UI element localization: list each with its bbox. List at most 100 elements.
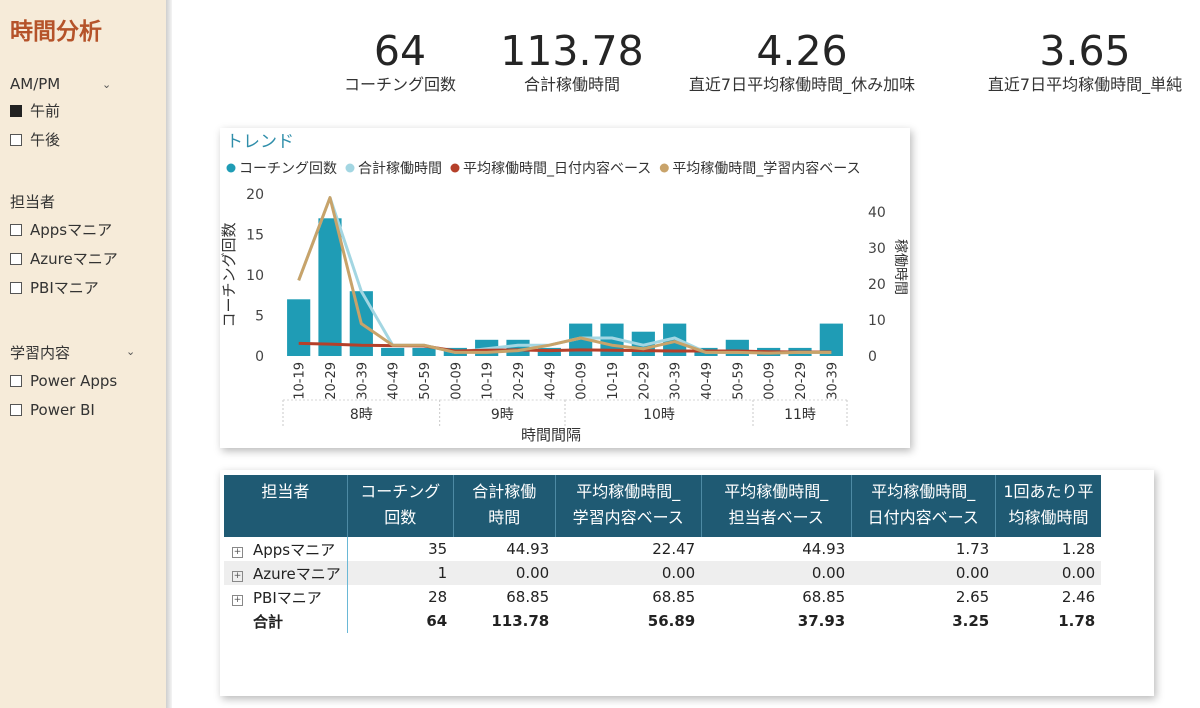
trend-chart-panel[interactable]: トレンド コーチング回数 合計稼働時間 平均稼働時間_日付内容ベース 平均稼働時間_学習… <box>220 128 910 448</box>
bar-1 <box>318 218 342 356</box>
x-tick-label: 30-39 <box>825 362 840 400</box>
bar-17 <box>819 323 843 356</box>
legend-marker-1 <box>345 163 355 173</box>
table-row: + Appsマニア 35 44.93 22.47 44.93 1.73 1.28 <box>224 537 1101 561</box>
column-header[interactable]: 担当者 <box>224 475 348 537</box>
gakushu-slicer-title: 学習内容 <box>10 344 71 362</box>
x-axis-title: 時間間隔 <box>521 426 581 444</box>
kpi-value: 64 <box>373 27 427 75</box>
bar-10 <box>600 323 624 356</box>
sidebar: 時間分析 AM/PM ⌄ 午前 午後 担当者 Appsマニア Azureマニア … <box>0 0 166 708</box>
x-tick-label: 00-09 <box>449 362 464 400</box>
chart-title: トレンド <box>226 132 294 152</box>
summary-table: 担当者 コーチング 回数 合計稼働 時間 平均稼働時間_ 学習内容ベース 平均稼働時間… <box>224 475 1102 633</box>
chevron-down-icon[interactable]: ⌄ <box>102 78 112 91</box>
x-tick-label: 40-49 <box>700 362 715 400</box>
legend-label-3: 平均稼働時間_学習内容ベース <box>672 160 860 177</box>
checkbox-icon[interactable] <box>10 224 22 236</box>
sidebar-edge <box>166 0 172 708</box>
x-tick-label: 00-09 <box>575 362 590 400</box>
expand-icon[interactable]: + <box>232 546 243 558</box>
x-tick-label: 00-09 <box>763 362 778 400</box>
x-tick-label: 50-59 <box>418 362 433 400</box>
column-header[interactable]: 平均稼働時間_ 日付内容ベース <box>851 475 996 537</box>
series-line-2 <box>298 341 832 354</box>
y-tick-label: 20 <box>246 187 264 203</box>
kpi-card-7day-avg-simple: 3.65 直近7日平均稼働時間_単純 <box>976 28 1194 96</box>
tantou-slicer-title: 担当者 <box>10 193 56 211</box>
checkbox-icon[interactable] <box>10 253 22 265</box>
bar-3 <box>381 347 405 356</box>
page-title: 時間分析 <box>10 19 102 45</box>
kpi-card-total-hours: 113.78 合計稼働時間 <box>500 28 644 96</box>
legend-label-1: 合計稼働時間 <box>358 161 442 177</box>
summary-table-panel: 担当者 コーチング 回数 合計稼働 時間 平均稼働時間_ 学習内容ベース 平均稼働時間… <box>220 470 1154 696</box>
series-line-1 <box>297 196 832 354</box>
checkbox-icon[interactable] <box>10 105 22 117</box>
column-header[interactable]: 合計稼働 時間 <box>453 475 556 537</box>
column-header[interactable]: 1回あたり平 均稼働時間 <box>995 475 1102 537</box>
slicer-item-pm[interactable]: 午後 <box>10 130 60 150</box>
x-tick-label: 20-29 <box>637 362 652 400</box>
y2-tick-label: 20 <box>868 277 886 293</box>
legend-marker-3 <box>659 163 669 173</box>
kpi-value: 113.78 <box>500 27 644 75</box>
expand-icon[interactable]: + <box>232 570 243 582</box>
bar-12 <box>663 323 687 356</box>
checkbox-icon[interactable] <box>10 404 22 416</box>
group-label-2: 10時 <box>643 407 675 423</box>
kpi-value: 4.26 <box>756 27 848 75</box>
kpi-label: 直近7日平均稼働時間_休み加味 <box>688 75 916 94</box>
x-tick-label: 20-29 <box>794 362 809 400</box>
expand-icon[interactable]: + <box>232 594 243 606</box>
x-tick-label: 10-19 <box>293 362 308 400</box>
slicer-item-apps[interactable]: Appsマニア <box>10 220 112 240</box>
kpi-card-7day-avg-with-rest: 4.26 直近7日平均稼働時間_休み加味 <box>676 28 928 96</box>
y2-tick-label: 0 <box>868 349 877 365</box>
bar-4 <box>412 347 436 356</box>
x-tick-label: 10-19 <box>606 362 621 400</box>
chevron-down-icon[interactable]: ⌄ <box>126 345 136 358</box>
y2-tick-label: 30 <box>868 241 886 257</box>
column-header[interactable]: コーチング 回数 <box>347 475 454 537</box>
x-tick-label: 30-39 <box>669 362 684 400</box>
checkbox-icon[interactable] <box>10 282 22 294</box>
y-tick-label: 5 <box>255 309 264 325</box>
checkbox-icon[interactable] <box>10 375 22 387</box>
slicer-item-azure[interactable]: Azureマニア <box>10 249 118 269</box>
table-row: + Azureマニア 1 0.00 0.00 0.00 0.00 0.00 <box>224 561 1102 585</box>
table-header-row: 担当者 コーチング 回数 合計稼働 時間 平均稼働時間_ 学習内容ベース 平均稼働時間… <box>224 475 1102 537</box>
x-tick-label: 20-29 <box>512 362 527 400</box>
group-label-3: 11時 <box>784 407 816 423</box>
kpi-label: 合計稼働時間 <box>523 75 620 94</box>
y-tick-label: 0 <box>255 349 264 365</box>
slicer-item-pbi[interactable]: PBIマニア <box>10 278 99 298</box>
slicer-item-powerbi[interactable]: Power BI <box>10 400 95 420</box>
table-row: + PBIマニア 28 68.85 68.85 68.85 2.65 2.46 <box>224 585 1101 609</box>
column-header[interactable]: 平均稼働時間_ 担当者ベース <box>701 475 852 537</box>
legend-marker-0 <box>226 163 236 173</box>
legend-label-0: コーチング回数 <box>239 161 337 177</box>
y-tick-label: 10 <box>246 268 264 284</box>
bar-0 <box>287 299 311 356</box>
y-tick-label: 15 <box>246 228 264 244</box>
y2-axis-title: 稼働時間 <box>892 239 908 295</box>
x-tick-label: 40-49 <box>543 362 558 400</box>
x-tick-label: 50-59 <box>731 362 746 400</box>
y-axis-title: コーチング回数 <box>220 222 238 327</box>
group-label-1: 9時 <box>491 407 514 423</box>
kpi-value: 3.65 <box>1039 27 1131 75</box>
group-label-0: 8時 <box>350 407 373 423</box>
checkbox-icon[interactable] <box>10 134 22 146</box>
x-tick-label: 20-29 <box>324 362 339 400</box>
ampm-slicer-title: AM/PM <box>10 75 61 93</box>
x-tick-label: 10-19 <box>481 362 496 400</box>
column-header[interactable]: 平均稼働時間_ 学習内容ベース <box>555 475 702 537</box>
legend-marker-2 <box>450 163 460 173</box>
kpi-label: コーチング回数 <box>343 75 456 94</box>
series-line-3 <box>297 196 832 355</box>
slicer-item-am[interactable]: 午前 <box>10 101 60 121</box>
slicer-item-powerapps[interactable]: Power Apps <box>10 371 117 391</box>
kpi-label: 直近7日平均稼働時間_単純 <box>987 75 1183 94</box>
